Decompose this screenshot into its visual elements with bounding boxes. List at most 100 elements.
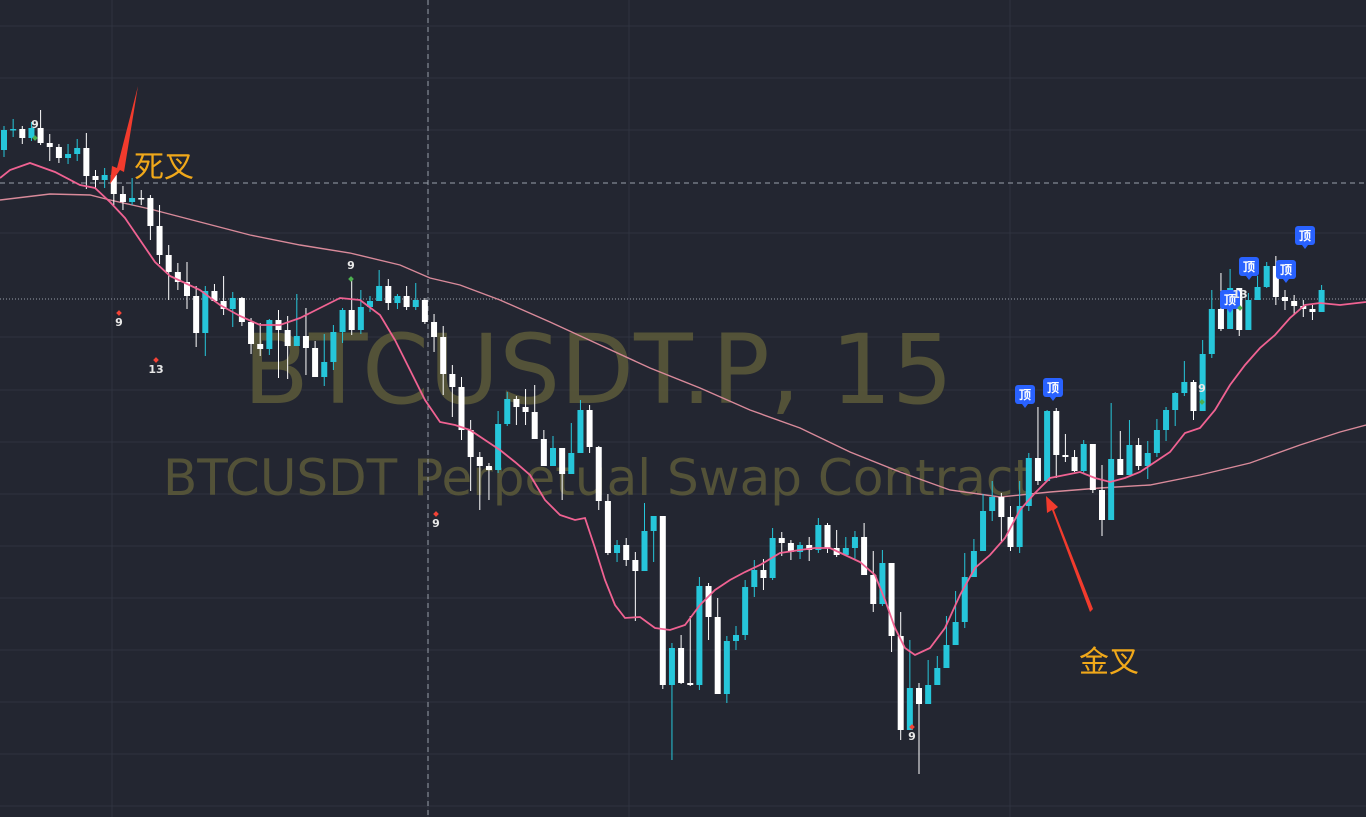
candle [705, 583, 712, 640]
top-signal-marker: 顶 [1015, 385, 1035, 408]
candle-body [641, 531, 648, 571]
candle-body [421, 300, 428, 322]
candle [1263, 262, 1270, 288]
candle-body [147, 198, 154, 226]
candle-body [19, 129, 26, 138]
candle-body [897, 636, 904, 730]
candle [412, 283, 419, 310]
candle-body [696, 586, 703, 685]
candle-body [1117, 459, 1124, 475]
top-signal-badge [1043, 378, 1063, 397]
candle-body [925, 685, 932, 704]
candle [1272, 256, 1279, 305]
candle-body [1291, 301, 1298, 306]
candle [751, 560, 758, 597]
candle [687, 616, 694, 686]
candle [513, 396, 520, 425]
candle [302, 308, 309, 375]
golden-cross-annotation: 金叉 [1046, 496, 1139, 680]
candle [1318, 285, 1325, 312]
top-signal-marker: 顶 [1276, 260, 1296, 283]
candle-body [467, 430, 474, 457]
candle-body [870, 575, 877, 604]
candle [248, 318, 255, 354]
candle-body [367, 301, 373, 307]
candle [174, 263, 181, 290]
candle [147, 195, 154, 240]
candle [220, 276, 227, 315]
candle [1254, 276, 1261, 300]
candle [1117, 431, 1124, 475]
candle-body [723, 641, 730, 694]
candle-body [1309, 309, 1316, 312]
candle [540, 430, 547, 466]
candle [339, 308, 346, 343]
candle [522, 389, 529, 425]
top-signal-marker: 顶 [1043, 378, 1063, 401]
candle-body [513, 399, 520, 407]
candle [952, 591, 959, 645]
candle-body [559, 448, 566, 474]
candle [330, 325, 337, 370]
top-signal-text: 顶 [1299, 229, 1311, 243]
sequence-count-text: 9 [115, 316, 123, 329]
candle-body [312, 348, 319, 377]
candle-body [934, 668, 941, 685]
candle-body [861, 537, 868, 575]
top-signal-pointer [1283, 279, 1289, 283]
sequence-count-dot [348, 276, 354, 282]
candle-body [110, 175, 117, 194]
candle [1190, 380, 1197, 420]
candle [961, 553, 968, 628]
candle-body [952, 622, 959, 645]
candle [504, 392, 511, 426]
candle-body [202, 291, 209, 333]
sequence-count-label: 9 [432, 511, 440, 530]
top-signal-pointer [1022, 404, 1028, 408]
candle [916, 683, 922, 774]
top-signal-text: 顶 [1047, 381, 1059, 395]
candle [1, 126, 7, 157]
candle-body [989, 497, 996, 511]
candle [1163, 407, 1170, 441]
candle-body [449, 374, 456, 387]
candle-body [248, 322, 255, 344]
candle-body [1217, 309, 1224, 329]
sequence-count-label: 9 [115, 310, 123, 329]
sequence-count-text: 9 [432, 517, 440, 530]
candle [74, 139, 81, 161]
candle-body [412, 300, 419, 307]
death-cross-annotation: 死叉 [110, 86, 194, 185]
candle-body [1181, 382, 1188, 393]
candle [119, 186, 126, 210]
candle-body [1135, 445, 1142, 466]
candle-body [1025, 458, 1032, 506]
candle [449, 365, 456, 417]
candle [714, 598, 721, 694]
signal-markers: 顶顶顶顶 顶顶9913999913 [31, 118, 1315, 743]
candle-body [623, 545, 630, 560]
candle [1144, 441, 1151, 479]
candle-body [970, 551, 977, 577]
candle [1153, 419, 1160, 457]
candle-body [760, 570, 767, 578]
candle [138, 190, 145, 205]
candle [1172, 392, 1179, 426]
candle-body [1016, 506, 1023, 547]
sequence-count-text: 9 [1198, 382, 1206, 395]
top-signal-badge [1220, 290, 1240, 309]
candle [1053, 408, 1060, 478]
candle [1245, 293, 1252, 330]
candle-body [1199, 354, 1206, 411]
candle [1181, 361, 1188, 396]
top-signal-text: 顶 [1280, 263, 1292, 277]
candle-body [403, 296, 410, 307]
top-signal-marker: 顶 [1220, 290, 1240, 313]
sequence-count-text: 9 [31, 118, 39, 131]
candle [577, 400, 584, 453]
candle-body [229, 298, 236, 309]
candle [550, 436, 556, 466]
candle-body [797, 545, 804, 552]
candle [421, 298, 428, 324]
